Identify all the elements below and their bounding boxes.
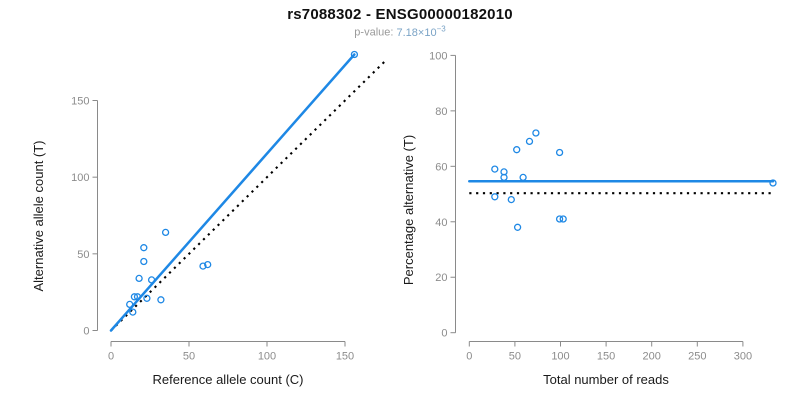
data-point	[500, 173, 508, 182]
data-point	[133, 293, 142, 301]
data-point	[491, 193, 499, 201]
y-tick-label: 150	[71, 96, 89, 108]
data-point	[161, 228, 170, 237]
pvalue-exponent: −3	[436, 24, 446, 33]
data-point	[350, 50, 359, 59]
data-point	[507, 195, 515, 204]
data-point	[143, 294, 151, 302]
data-point	[519, 173, 527, 182]
regression-line	[109, 53, 356, 332]
right-xaxis-title: Total number of reads	[543, 372, 669, 387]
data-point	[555, 148, 564, 157]
data-point	[199, 262, 207, 270]
data-point	[130, 293, 139, 301]
data-point	[532, 129, 540, 137]
data-point	[140, 244, 148, 252]
data-point	[135, 274, 143, 283]
data-point	[513, 223, 522, 231]
y-tick-label: 0	[83, 326, 89, 338]
y-tick-label: 0	[441, 328, 447, 340]
y-tick-label: 100	[71, 172, 89, 184]
pvalue-mantissa: 7.18×10	[393, 26, 437, 39]
data-point	[769, 179, 777, 187]
left-yaxis-title: Alternative allele count (T)	[31, 140, 46, 291]
y-tick-label: 40	[435, 217, 447, 229]
x-tick-label: 50	[183, 351, 195, 363]
data-point	[204, 260, 212, 269]
x-tick-label: 200	[643, 351, 661, 363]
x-tick-label: 150	[336, 351, 354, 363]
identity-line	[110, 58, 388, 332]
data-point	[525, 137, 534, 146]
data-point	[555, 215, 564, 223]
x-tick-label: 150	[597, 351, 615, 363]
right-yaxis-title: Percentage alternative (T)	[401, 135, 416, 285]
y-tick-label: 100	[429, 50, 447, 62]
left-xaxis-title: Reference allele count (C)	[152, 372, 303, 387]
pvalue-label: p-value:	[354, 26, 394, 39]
pvalue-value: 7.18×10−3	[393, 24, 446, 39]
y-tick-label: 50	[77, 249, 89, 261]
y-tick-label: 60	[435, 161, 447, 173]
data-point	[157, 296, 165, 304]
x-tick-label: 250	[688, 351, 706, 363]
x-tick-label: 300	[734, 351, 752, 363]
data-point	[491, 165, 499, 173]
data-point	[147, 276, 156, 284]
x-tick-label: 0	[108, 351, 114, 363]
figure-title: rs7088302 - ENSG00000182010	[287, 6, 513, 23]
data-point	[513, 146, 521, 154]
data-point	[126, 300, 134, 309]
x-tick-label: 100	[551, 351, 569, 363]
right-scatter-plot: Total number of reads Percentage alterna…	[401, 50, 777, 387]
data-point	[140, 257, 148, 266]
left-scatter-plot: Reference allele count (C) Alternative a…	[31, 50, 388, 387]
y-tick-label: 80	[435, 106, 447, 118]
x-tick-label: 50	[509, 351, 521, 363]
figure-subtitle: p-value: 7.18×10−3	[0, 24, 800, 39]
y-tick-label: 20	[435, 272, 447, 284]
x-tick-label: 100	[258, 351, 276, 363]
data-point	[559, 215, 567, 223]
x-tick-label: 0	[466, 351, 472, 363]
data-point	[129, 308, 137, 316]
